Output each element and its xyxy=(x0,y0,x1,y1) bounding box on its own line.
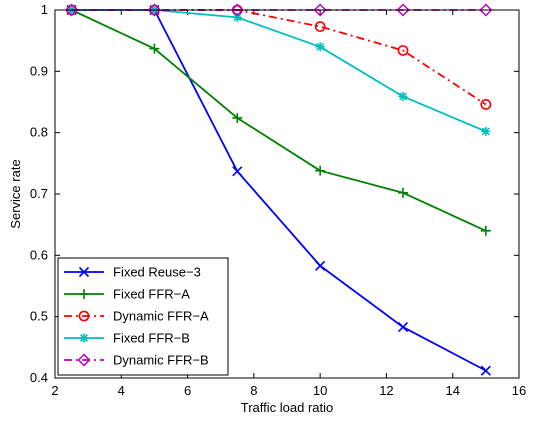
data-point-plus xyxy=(398,187,408,198)
x-tick-label: 14 xyxy=(445,383,459,398)
legend-item: Dynamic FFR−A xyxy=(64,309,209,324)
series-3 xyxy=(66,4,492,110)
data-point-diamond xyxy=(77,353,91,367)
legend: Fixed Reuse−3 Fixed FFR−A Dynamic FFR−A Fix… xyxy=(57,257,229,376)
data-point-star xyxy=(481,126,491,136)
series-line xyxy=(71,9,487,232)
legend-item: Fixed Reuse−3 xyxy=(64,265,201,280)
x-tick-label: 2 xyxy=(51,383,58,398)
data-point-star xyxy=(315,42,325,52)
x-tick-label: 4 xyxy=(118,383,125,398)
data-point-diamond xyxy=(479,3,493,17)
legend-item: Dynamic FFR−B xyxy=(64,353,209,368)
data-point-x xyxy=(78,266,90,278)
series-2 xyxy=(66,5,491,236)
legend-label: Fixed Reuse−3 xyxy=(113,265,201,280)
data-point-plus xyxy=(480,225,491,236)
data-point-star xyxy=(232,12,242,22)
data-point-x xyxy=(315,260,326,271)
series-line xyxy=(71,9,487,133)
data-point-circle xyxy=(78,310,90,322)
legend-item: Fixed FFR−B xyxy=(64,331,190,346)
x-tick-label: 8 xyxy=(250,383,257,398)
data-point-diamond xyxy=(396,3,410,17)
data-point-plus xyxy=(232,112,243,123)
data-point-plus xyxy=(149,43,160,54)
legend-label: Fixed FFR−A xyxy=(113,287,190,302)
data-point-circle xyxy=(314,21,326,32)
data-point-star xyxy=(398,91,408,101)
data-point-diamond xyxy=(65,3,79,17)
y-tick-label: 1 xyxy=(41,2,48,17)
plot-frame xyxy=(54,9,520,379)
legend-label: Dynamic FFR−B xyxy=(113,353,209,368)
y-tick-label: 0.8 xyxy=(30,125,48,140)
x-tick-label: 10 xyxy=(313,383,327,398)
series-4 xyxy=(67,5,491,136)
axis-ticks: 2 4 6 8 10 12 14 16 0.4 0.5 0.6 0.7 0.8 0.9 1 xyxy=(30,2,526,398)
data-point-circle xyxy=(480,99,492,110)
data-point-plus xyxy=(79,289,89,299)
data-point-diamond xyxy=(147,3,161,17)
y-tick-label: 0.6 xyxy=(30,247,48,262)
data-point-x xyxy=(232,166,243,177)
data-point-star xyxy=(79,333,89,343)
legend-item: Fixed FFR−A xyxy=(64,287,190,302)
legend-label: Fixed FFR−B xyxy=(113,331,190,346)
legend-label: Dynamic FFR−A xyxy=(113,309,209,324)
x-axis-label: Traffic load ratio xyxy=(241,400,334,415)
y-tick-label: 0.5 xyxy=(30,309,48,324)
data-point-plus xyxy=(315,165,326,176)
series-line xyxy=(71,9,487,106)
x-tick-label: 12 xyxy=(379,383,393,398)
y-axis-label: Service rate xyxy=(8,159,23,228)
y-tick-label: 0.9 xyxy=(30,63,48,78)
data-point-diamond xyxy=(313,3,327,17)
data-point-circle xyxy=(397,45,409,56)
x-tick-label: 6 xyxy=(184,383,191,398)
x-tick-label: 16 xyxy=(512,383,526,398)
data-point-diamond xyxy=(230,3,244,17)
y-tick-label: 0.7 xyxy=(30,186,48,201)
data-point-x xyxy=(397,322,409,333)
data-point-x xyxy=(480,365,491,376)
y-tick-label: 0.4 xyxy=(30,370,48,385)
